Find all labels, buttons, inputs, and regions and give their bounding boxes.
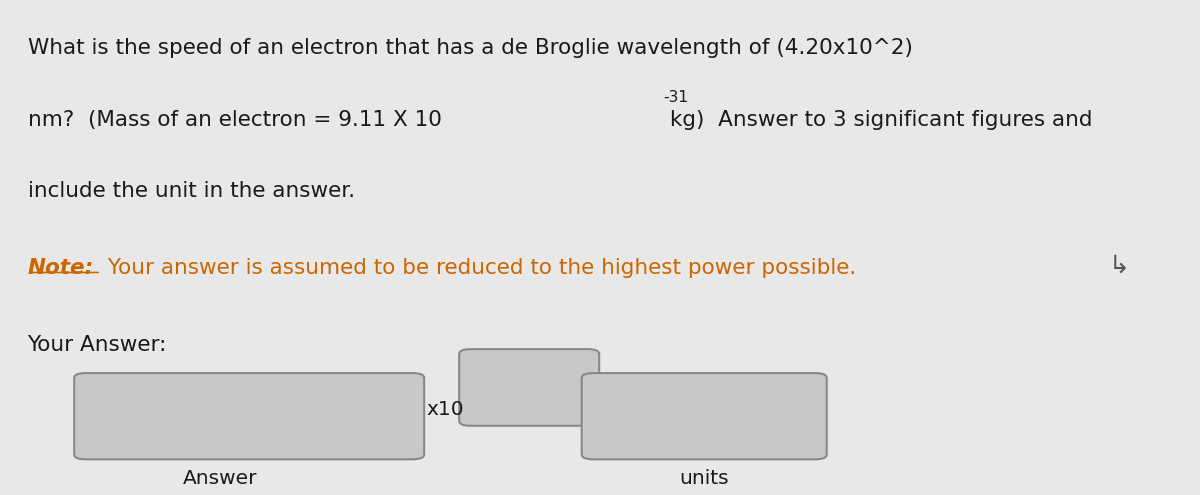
FancyBboxPatch shape: [582, 373, 827, 459]
Text: Answer: Answer: [182, 469, 257, 488]
Text: What is the speed of an electron that has a de Broglie wavelength of (4.20x10^2): What is the speed of an electron that ha…: [28, 38, 912, 58]
Text: -31: -31: [664, 91, 689, 105]
Text: Note:: Note:: [28, 258, 94, 278]
Text: kg)  Answer to 3 significant figures and: kg) Answer to 3 significant figures and: [664, 109, 1093, 130]
Text: units: units: [679, 469, 730, 488]
Text: ↳: ↳: [1109, 253, 1130, 277]
Text: nm?  (Mass of an electron = 9.11 X 10: nm? (Mass of an electron = 9.11 X 10: [28, 109, 442, 130]
FancyBboxPatch shape: [74, 373, 424, 459]
Text: x10: x10: [426, 399, 464, 418]
FancyBboxPatch shape: [460, 349, 599, 426]
Text: Your Answer:: Your Answer:: [28, 335, 167, 355]
Text: include the unit in the answer.: include the unit in the answer.: [28, 182, 355, 201]
Text: Your answer is assumed to be reduced to the highest power possible.: Your answer is assumed to be reduced to …: [101, 258, 857, 278]
